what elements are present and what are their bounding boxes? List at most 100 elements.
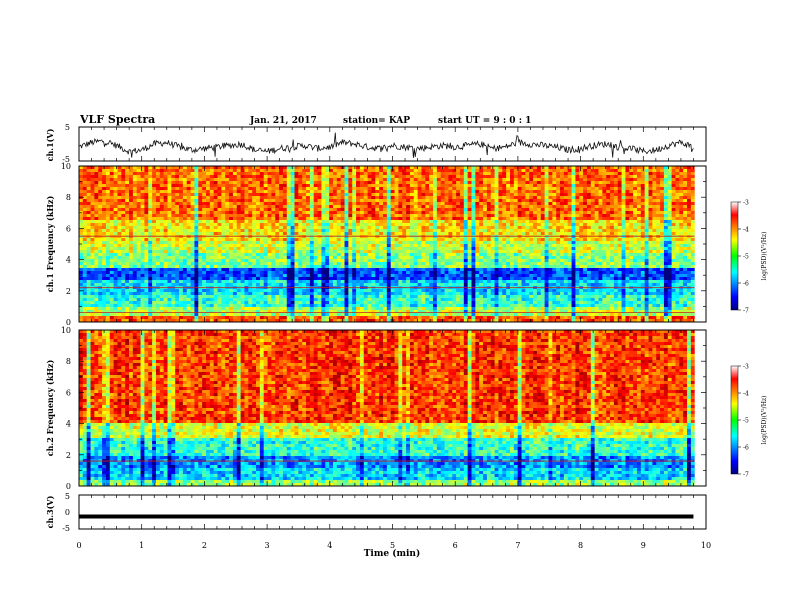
spectrogram-cell bbox=[398, 295, 403, 299]
spectrogram-cell bbox=[433, 247, 438, 251]
spectrogram-cell bbox=[279, 184, 284, 188]
spectrogram-cell bbox=[302, 184, 307, 188]
spectrogram-cell bbox=[340, 262, 345, 266]
spectrogram-cell bbox=[340, 196, 345, 200]
spectrogram-cell bbox=[136, 283, 141, 287]
spectrogram-cell bbox=[155, 316, 161, 320]
spectrogram-cell bbox=[352, 196, 357, 200]
spectrogram-cell bbox=[386, 289, 392, 293]
spectrogram-cell bbox=[132, 172, 138, 176]
spectrogram-cell bbox=[290, 196, 295, 200]
spectrogram-cell bbox=[356, 205, 361, 209]
spectrogram-cell bbox=[282, 253, 288, 257]
spectrogram-cell bbox=[194, 238, 199, 242]
spectrogram-cell bbox=[152, 250, 157, 254]
spectrogram-cell bbox=[359, 196, 365, 200]
spectrogram-cell bbox=[390, 313, 395, 317]
spectrogram-cell bbox=[429, 187, 434, 191]
spectrogram-cell bbox=[317, 247, 322, 251]
spectrogram-cell bbox=[398, 304, 403, 308]
spectrogram-cell bbox=[321, 256, 326, 260]
spectrogram-cell bbox=[236, 217, 242, 221]
spectrogram-cell bbox=[306, 265, 311, 269]
spectrogram-cell bbox=[182, 307, 188, 311]
spectrogram-cell bbox=[298, 274, 303, 278]
spectrogram-cell bbox=[367, 166, 372, 170]
spectrogram-cell bbox=[232, 187, 238, 191]
spectrogram-cell bbox=[109, 277, 115, 281]
spectrogram-cell bbox=[109, 232, 115, 236]
spectrogram-cell bbox=[229, 223, 234, 227]
spectrogram-cell bbox=[294, 232, 299, 236]
spectrogram-cell bbox=[221, 196, 226, 200]
spectrogram-cell bbox=[344, 232, 349, 236]
spectrogram-cell bbox=[302, 226, 307, 230]
spectrogram-cell bbox=[390, 244, 395, 248]
spectrogram-cell bbox=[302, 181, 307, 185]
spectrogram-cell bbox=[340, 208, 345, 212]
spectrogram-cell bbox=[90, 187, 95, 191]
spectrogram-cell bbox=[267, 268, 272, 272]
spectrogram-cell bbox=[294, 193, 299, 197]
spectrogram-cell bbox=[267, 253, 272, 257]
spectrogram-cell bbox=[417, 301, 422, 305]
spectrogram-cell bbox=[413, 208, 419, 212]
spectrogram-cell bbox=[190, 166, 195, 170]
spectrogram-cell bbox=[298, 292, 303, 296]
spectrogram-cell bbox=[352, 313, 357, 317]
spectrogram-cell bbox=[317, 226, 322, 230]
spectrogram-cell bbox=[321, 265, 326, 269]
spectrogram-cell bbox=[298, 223, 303, 227]
spectrogram-cell bbox=[306, 268, 311, 272]
spectrogram-cell bbox=[129, 235, 134, 239]
spectrogram-cell bbox=[198, 283, 203, 287]
spectrogram-cell bbox=[332, 274, 338, 278]
spectrogram-cell bbox=[129, 232, 134, 236]
spectrogram-cell bbox=[325, 265, 330, 269]
spectrogram-cell bbox=[256, 298, 261, 302]
spectrogram-cell bbox=[325, 220, 330, 224]
spectrogram-cell bbox=[383, 313, 388, 317]
spectrogram-cell bbox=[379, 304, 384, 308]
spectrogram-cell bbox=[359, 214, 365, 218]
spectrogram-cell bbox=[363, 181, 369, 185]
spectrogram-cell bbox=[140, 250, 145, 254]
spectrogram-cell bbox=[186, 262, 191, 266]
spectrogram-cell bbox=[213, 283, 218, 287]
spectrogram-cell bbox=[225, 268, 230, 272]
spectrogram-cell bbox=[398, 193, 403, 197]
spectrogram-cell bbox=[282, 238, 288, 242]
spectrogram-cell bbox=[259, 316, 265, 320]
spectrogram-cell bbox=[132, 307, 138, 311]
spectrogram-cell bbox=[421, 205, 426, 209]
spectrogram-cell bbox=[163, 181, 168, 185]
spectrogram-cell bbox=[259, 259, 265, 263]
spectrogram-cell bbox=[436, 187, 442, 191]
spectrogram-cell bbox=[140, 259, 145, 263]
spectrogram-cell bbox=[236, 268, 242, 272]
spectrogram-cell bbox=[348, 298, 353, 302]
spectrogram-cell bbox=[271, 229, 276, 233]
spectrogram-cell bbox=[290, 280, 295, 284]
spectrogram-cell bbox=[336, 226, 342, 230]
spectrogram-cell bbox=[213, 187, 218, 191]
spectrogram-cell bbox=[198, 205, 203, 209]
spectrogram-cell bbox=[398, 301, 403, 305]
spectrogram-cell bbox=[190, 232, 195, 236]
spectrogram-cell bbox=[344, 202, 349, 206]
spectrogram-cell bbox=[221, 211, 226, 215]
spectrogram-cell bbox=[348, 283, 353, 287]
spectrogram-cell bbox=[190, 205, 195, 209]
spectrogram-cell bbox=[113, 169, 118, 173]
spectrogram-cell bbox=[425, 187, 430, 191]
spectrogram-cell bbox=[152, 313, 157, 317]
spectrogram-cell bbox=[129, 262, 134, 266]
spectrogram-cell bbox=[248, 217, 253, 221]
spectrogram-cell bbox=[263, 205, 268, 209]
spectrogram-cell bbox=[306, 214, 311, 218]
spectrogram-cell bbox=[98, 247, 103, 251]
spectrogram-cell bbox=[413, 190, 419, 194]
spectrogram-cell bbox=[225, 226, 230, 230]
spectrogram-cell bbox=[152, 208, 157, 212]
spectrogram-cell bbox=[394, 238, 399, 242]
